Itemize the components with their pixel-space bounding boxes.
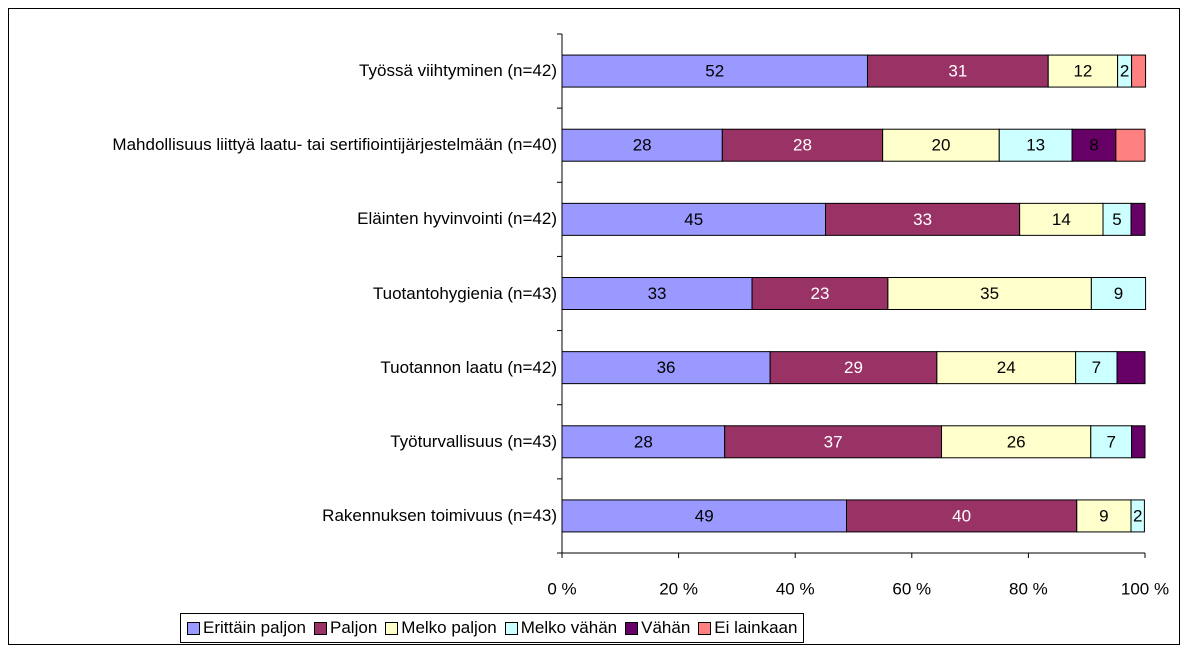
data-label: 36	[657, 358, 676, 377]
legend-item: Melko paljon	[385, 618, 497, 638]
data-label: 52	[705, 62, 724, 81]
legend-item: Ei lainkaan	[698, 618, 797, 638]
category-label: Tuotantohygienia (n=43)	[372, 283, 557, 303]
x-tick-label: 40 %	[776, 579, 815, 598]
legend-label: Erittäin paljon	[203, 618, 307, 637]
legend-swatch	[504, 621, 518, 635]
bar-segment	[1130, 202, 1146, 236]
x-tick-label: 80 %	[1009, 579, 1048, 598]
legend-swatch	[698, 621, 712, 635]
bar-segment	[1047, 54, 1119, 88]
data-label: 24	[997, 358, 1016, 377]
x-tick-label: 60 %	[892, 579, 931, 598]
bar-segment	[1071, 128, 1117, 162]
legend-swatch	[187, 621, 200, 635]
category-label: Tuotannon laatu (n=42)	[380, 357, 557, 377]
legend-item: Erittäin paljon	[187, 618, 306, 638]
data-label: 9	[1099, 506, 1108, 525]
legend-label: Ei lainkaan	[714, 618, 798, 637]
data-label: 13	[1026, 136, 1045, 155]
data-label: 31	[948, 62, 967, 81]
data-label: 12	[1073, 62, 1092, 81]
data-label: 45	[684, 210, 703, 229]
category-label: Eläinten hyvinvointi (n=42)	[357, 209, 557, 229]
x-tick-label: 100 %	[1121, 579, 1169, 598]
legend-item: Paljon	[314, 618, 377, 638]
bar-segment	[721, 128, 884, 162]
bar-segment	[1130, 499, 1145, 533]
data-label: 5	[1112, 210, 1121, 229]
data-label: 7	[1092, 358, 1101, 377]
bar-segment	[561, 54, 868, 88]
bar-segment	[1116, 351, 1146, 385]
data-label: 35	[980, 284, 999, 303]
category-label: Mahdollisuus liittyä laatu- tai sertifio…	[112, 135, 557, 155]
category-label: Rakennuksen toimivuus (n=43)	[322, 505, 557, 525]
bar-segment	[769, 351, 938, 385]
legend-label: Melko vähän	[520, 618, 618, 637]
data-label: 26	[1007, 432, 1026, 451]
data-label: 2	[1120, 62, 1129, 81]
legend-swatch	[385, 621, 399, 635]
data-label: 33	[913, 210, 932, 229]
data-label: 37	[824, 432, 843, 451]
bar-segment	[561, 128, 723, 162]
legend-swatch	[314, 621, 328, 635]
data-label: 49	[695, 506, 714, 525]
legend-item: Melko vähän	[504, 618, 618, 638]
bar-segment	[866, 54, 1049, 88]
bar-segment	[1076, 499, 1132, 533]
data-label: 23	[811, 284, 830, 303]
legend-item: Vähän	[625, 618, 690, 638]
category-label: Työturvallisuus (n=43)	[390, 431, 557, 451]
bar-segment	[561, 499, 848, 533]
legend-label: Paljon	[330, 618, 378, 637]
bar-segment	[1019, 202, 1104, 236]
chart-border	[8, 8, 1180, 645]
data-label: 28	[634, 432, 653, 451]
data-label: 28	[633, 136, 652, 155]
bar-segment	[1090, 425, 1133, 459]
data-label: 2	[1133, 506, 1142, 525]
data-label: 28	[793, 136, 812, 155]
data-label: 40	[952, 506, 971, 525]
bar-segment	[998, 128, 1073, 162]
bar-segment	[846, 499, 1078, 533]
bar-segment	[1115, 128, 1146, 162]
data-label: 8	[1089, 136, 1098, 155]
bar-segment	[825, 202, 1021, 236]
category-label: Työssä viihtyminen (n=42)	[359, 61, 557, 81]
bar-segment	[887, 277, 1092, 310]
data-label: 14	[1052, 210, 1071, 229]
bar-segment	[561, 202, 827, 236]
legend-label: Vähän	[641, 618, 691, 637]
legend: Erittäin paljon Paljon Melko paljon Melko v…	[180, 613, 805, 643]
bar-segment	[941, 425, 1092, 459]
data-label: 33	[648, 284, 667, 303]
data-label: 9	[1114, 284, 1123, 303]
data-label: 20	[931, 136, 950, 155]
bar-segment	[561, 425, 726, 459]
x-tick-label: 0 %	[547, 579, 576, 598]
bar-segment	[1090, 277, 1147, 310]
bar-segment	[751, 277, 889, 310]
x-tick-label: 20 %	[659, 579, 698, 598]
bar-segment	[1131, 54, 1147, 88]
bar-segment	[882, 128, 1000, 162]
data-label: 7	[1106, 432, 1115, 451]
bar-segment	[1075, 351, 1118, 385]
legend-swatch	[625, 621, 639, 635]
bar-segment	[1131, 425, 1146, 459]
legend-label: Melko paljon	[401, 618, 497, 637]
data-label: 29	[844, 358, 863, 377]
